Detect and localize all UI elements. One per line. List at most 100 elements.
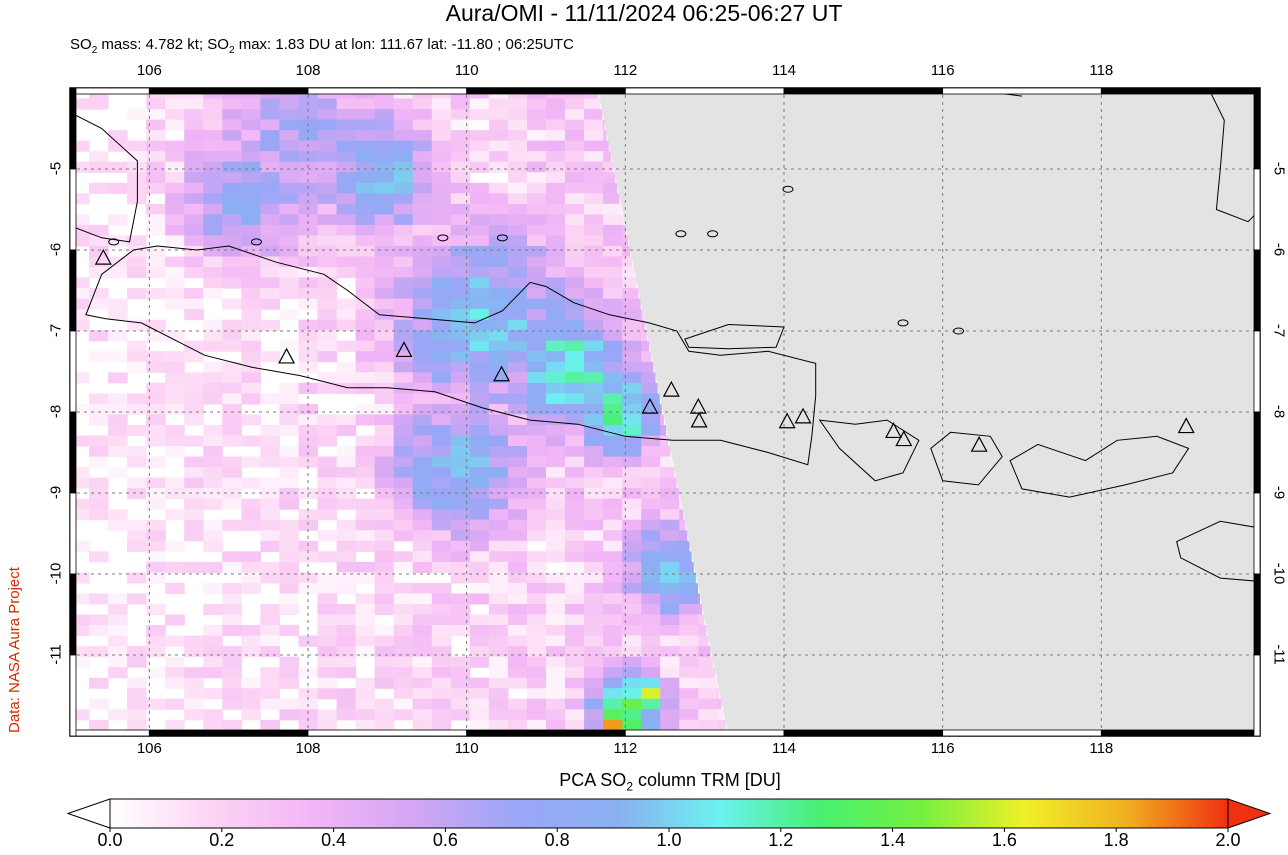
so2-pixel [184, 130, 204, 142]
so2-pixel [469, 582, 490, 594]
colorbar-title-part: column TRM [DU] [633, 770, 781, 790]
so2-pixel [127, 267, 147, 279]
so2-pixel [412, 519, 433, 531]
so2-pixel [431, 130, 452, 142]
so2-pixel [622, 267, 635, 279]
so2-pixel [641, 403, 661, 415]
frame-bar [1253, 249, 1261, 332]
so2-pixel [603, 435, 623, 447]
so2-pixel [203, 467, 223, 479]
so2-pixel [355, 403, 376, 415]
so2-pixel [70, 235, 90, 247]
so2-pixel [70, 224, 90, 236]
so2-pixel [622, 467, 642, 479]
so2-pixel [184, 635, 204, 647]
so2-pixel [336, 182, 357, 194]
so2-pixel [450, 488, 471, 500]
so2-pixel [374, 235, 395, 247]
so2-pixel [222, 604, 242, 616]
so2-pixel [89, 698, 109, 710]
so2-pixel [412, 698, 433, 710]
so2-pixel [527, 161, 547, 173]
so2-pixel [184, 477, 204, 489]
so2-pixel [298, 382, 319, 394]
frame-bar [69, 654, 77, 737]
so2-pixel [89, 161, 109, 173]
so2-pixel [146, 330, 166, 342]
so2-pixel [222, 245, 242, 257]
triangle-volcano-icon [395, 341, 413, 358]
so2-pixel [546, 530, 566, 542]
so2-pixel [279, 625, 299, 637]
so2-pixel [317, 267, 338, 279]
so2-pixel [203, 456, 223, 468]
so2-pixel [450, 256, 471, 268]
so2-pixel [298, 361, 319, 373]
so2-pixel [260, 561, 280, 573]
so2-pixel [393, 182, 414, 194]
so2-pixel [146, 182, 166, 194]
so2-pixel [336, 656, 357, 668]
so2-pixel [298, 109, 319, 121]
island-coastline [897, 319, 909, 327]
so2-pixel [527, 224, 547, 236]
lon-tick-label-top: 118 [1089, 62, 1114, 79]
so2-pixel [641, 361, 654, 373]
so2-pixel [222, 235, 242, 247]
so2-pixel [565, 698, 585, 710]
so2-pixel [488, 646, 509, 658]
so2-pixel [584, 456, 604, 468]
so2-pixel [222, 403, 242, 415]
so2-pixel [355, 277, 376, 289]
so2-pixel [488, 477, 509, 489]
so2-pixel [184, 688, 204, 700]
so2-pixel [622, 256, 633, 268]
so2-pixel [184, 340, 204, 352]
so2-pixel [412, 182, 433, 194]
so2-pixel [641, 309, 643, 321]
so2-pixel [222, 109, 242, 121]
so2-pixel [108, 646, 128, 658]
triangle-volcano-icon [690, 411, 708, 428]
so2-pixel [317, 340, 338, 352]
so2-pixel [546, 256, 566, 268]
so2-pixel [546, 688, 566, 700]
so2-pixel [336, 540, 357, 552]
so2-pixel [527, 561, 547, 573]
so2-pixel [279, 393, 299, 405]
so2-pixel [146, 172, 166, 184]
lon-tick-label-top: 114 [772, 62, 796, 79]
so2-pixel [431, 646, 452, 658]
so2-pixel [260, 456, 280, 468]
so2-pixel [488, 709, 509, 721]
so2-pixel [565, 572, 585, 584]
so2-pixel [679, 540, 690, 552]
so2-pixel [127, 140, 147, 152]
so2-pixel [584, 530, 604, 542]
so2-pixel [241, 214, 261, 226]
so2-pixel [412, 582, 433, 594]
so2-pixel [507, 203, 528, 215]
so2-pixel [260, 688, 280, 700]
so2-pixel [546, 709, 566, 721]
so2-pixel [222, 203, 242, 215]
lat-tick-label-left: -10 [47, 562, 65, 585]
so2-pixel [355, 130, 376, 142]
so2-pixel [393, 224, 414, 236]
so2-pixel [507, 614, 528, 626]
so2-pixel [317, 372, 338, 384]
so2-pixel [507, 277, 528, 289]
so2-pixel [374, 540, 395, 552]
so2-pixel [431, 635, 452, 647]
so2-pixel [317, 719, 338, 731]
so2-pixel [260, 530, 280, 542]
so2-pixel [431, 393, 452, 405]
so2-pixel [565, 519, 585, 531]
so2-pixel [165, 561, 185, 573]
so2-pixel [241, 688, 261, 700]
so2-pixel [660, 604, 680, 616]
so2-pixel [488, 625, 509, 637]
so2-pixel [431, 245, 452, 257]
so2-pixel [527, 582, 547, 594]
so2-pixel [184, 488, 204, 500]
